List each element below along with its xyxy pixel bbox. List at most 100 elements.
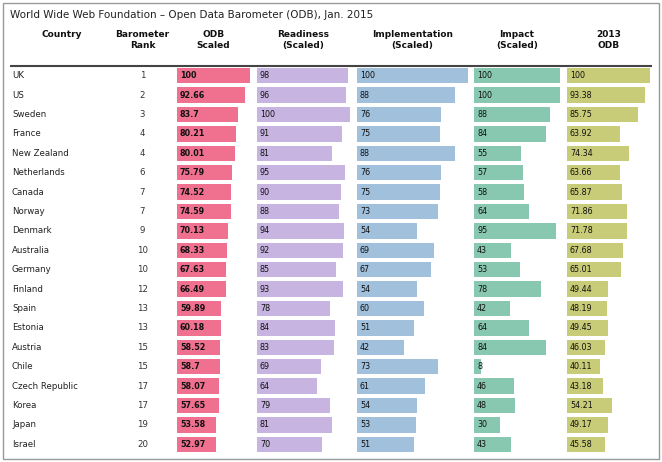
Text: 84: 84 — [477, 129, 487, 139]
Bar — [474, 398, 515, 413]
Text: 12: 12 — [137, 285, 148, 293]
Bar — [177, 68, 250, 84]
Text: 75: 75 — [360, 129, 370, 139]
Bar — [177, 243, 227, 258]
Bar — [257, 204, 339, 219]
Text: Implementation
(Scaled): Implementation (Scaled) — [372, 30, 453, 50]
Bar — [177, 281, 226, 297]
Text: 78: 78 — [260, 304, 270, 313]
Text: 75.79: 75.79 — [180, 168, 205, 177]
Bar — [257, 398, 330, 413]
Text: 74.59: 74.59 — [180, 207, 205, 216]
Bar — [567, 87, 645, 103]
Text: 40.11: 40.11 — [570, 362, 592, 371]
Bar — [257, 437, 322, 452]
Text: Korea: Korea — [12, 401, 36, 410]
Text: Germany: Germany — [12, 265, 52, 274]
Bar — [567, 165, 620, 180]
Text: New Zealand: New Zealand — [12, 149, 69, 158]
Text: 4: 4 — [140, 149, 145, 158]
Text: 8: 8 — [477, 362, 482, 371]
Bar — [474, 243, 511, 258]
Text: 60.18: 60.18 — [180, 323, 205, 332]
Text: 98: 98 — [260, 71, 270, 80]
Bar — [357, 146, 455, 161]
Bar — [257, 126, 342, 141]
Bar — [257, 184, 341, 200]
Text: 100: 100 — [260, 110, 275, 119]
Bar — [474, 146, 521, 161]
Bar — [177, 340, 220, 355]
Text: 52.97: 52.97 — [180, 440, 205, 449]
Bar — [474, 340, 546, 355]
Bar — [177, 437, 216, 452]
Bar — [474, 378, 514, 394]
Text: 30: 30 — [477, 420, 487, 429]
Text: 19: 19 — [137, 420, 148, 429]
Text: 83: 83 — [260, 343, 270, 352]
Text: 63.66: 63.66 — [570, 168, 592, 177]
Text: 78: 78 — [477, 285, 487, 293]
Text: 9: 9 — [140, 226, 145, 236]
Text: 43: 43 — [477, 440, 487, 449]
Bar — [177, 262, 226, 277]
Text: 65.87: 65.87 — [570, 188, 592, 197]
Text: 17: 17 — [137, 401, 148, 410]
Text: 64: 64 — [260, 382, 270, 390]
Bar — [257, 68, 348, 84]
Bar — [474, 320, 529, 335]
Bar — [567, 68, 650, 84]
Text: 88: 88 — [360, 149, 370, 158]
Text: 74.52: 74.52 — [180, 188, 205, 197]
Bar — [474, 262, 520, 277]
Text: Denmark: Denmark — [12, 226, 52, 236]
Text: Netherlands: Netherlands — [12, 168, 65, 177]
Bar — [177, 301, 220, 316]
Text: 85: 85 — [260, 265, 270, 274]
Text: 74.34: 74.34 — [570, 149, 592, 158]
Text: 58.07: 58.07 — [180, 382, 205, 390]
Bar — [357, 378, 425, 394]
Text: 64: 64 — [477, 207, 487, 216]
Text: 100: 100 — [477, 91, 492, 100]
Bar — [177, 359, 220, 374]
Bar — [567, 281, 608, 297]
Text: 43.18: 43.18 — [570, 382, 592, 390]
Text: UK: UK — [12, 71, 24, 80]
Text: 15: 15 — [137, 362, 148, 371]
Text: 54: 54 — [360, 401, 370, 410]
Text: 13: 13 — [137, 304, 148, 313]
Text: 48: 48 — [477, 401, 487, 410]
Bar — [474, 87, 560, 103]
Bar — [357, 301, 424, 316]
Text: France: France — [12, 129, 41, 139]
Text: 90: 90 — [260, 188, 270, 197]
Bar — [474, 126, 546, 141]
Text: 70.13: 70.13 — [180, 226, 205, 236]
Text: 93: 93 — [260, 285, 270, 293]
Text: 67.68: 67.68 — [570, 246, 592, 255]
Bar — [567, 204, 627, 219]
Text: 53.58: 53.58 — [180, 420, 205, 429]
Text: 67.63: 67.63 — [180, 265, 205, 274]
Text: 58.52: 58.52 — [180, 343, 205, 352]
Text: 67: 67 — [360, 265, 370, 274]
Bar — [257, 243, 342, 258]
Bar — [177, 320, 221, 335]
Bar — [567, 398, 612, 413]
Text: 48.19: 48.19 — [570, 304, 592, 313]
Text: 69: 69 — [360, 246, 370, 255]
Text: 57.65: 57.65 — [180, 401, 205, 410]
Text: 80.01: 80.01 — [180, 149, 205, 158]
Bar — [357, 184, 440, 200]
Text: 6: 6 — [140, 168, 145, 177]
Bar — [474, 107, 549, 122]
Bar — [567, 126, 620, 141]
Text: 88: 88 — [260, 207, 270, 216]
Text: 76: 76 — [360, 110, 370, 119]
Text: Czech Republic: Czech Republic — [12, 382, 78, 390]
Text: 79: 79 — [260, 401, 270, 410]
Text: 91: 91 — [260, 129, 270, 139]
Text: 42: 42 — [477, 304, 487, 313]
Bar — [257, 262, 336, 277]
